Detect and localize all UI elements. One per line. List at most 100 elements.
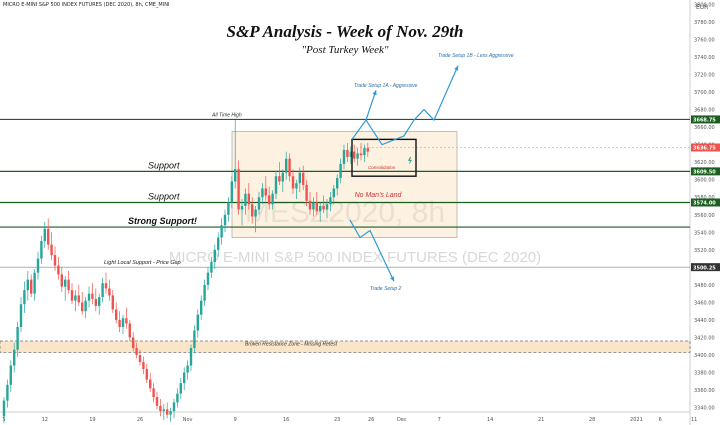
y-tick-label: 3460.00 <box>694 300 715 306</box>
candle-body <box>359 153 363 156</box>
symbol-header: MICRO E-MINI S&P 500 INDEX FUTURES (DEC … <box>3 2 170 8</box>
price-label-bg <box>691 115 720 124</box>
candle-body <box>295 183 298 189</box>
setup-1b-label: Trade Setup 1B - Less Aggressive <box>438 53 514 59</box>
x-tick-label: 16 <box>283 417 289 423</box>
candle-body <box>366 148 369 152</box>
candle-body <box>196 314 199 331</box>
candle-body <box>220 225 223 238</box>
y-tick-label: 3540.00 <box>694 230 715 236</box>
y-tick-label: 3760.00 <box>694 37 715 43</box>
candle-body <box>60 274 63 287</box>
candle-body <box>336 177 339 189</box>
candle-body <box>223 214 227 226</box>
y-tick-label: 3360.00 <box>694 388 715 394</box>
y-tick-label: 3400.00 <box>694 353 715 359</box>
y-tick-label: 3680.00 <box>694 108 715 114</box>
candle-body <box>315 202 318 212</box>
x-tick-label: 14 <box>487 417 493 423</box>
y-tick-label: 3440.00 <box>694 318 715 324</box>
y-tick-label: 3700.00 <box>694 90 715 96</box>
candle-body <box>298 172 301 184</box>
x-tick-label: 2021 <box>630 417 643 423</box>
price-label: 3636.75 <box>693 146 716 152</box>
candle-body <box>356 153 359 159</box>
candle-body <box>135 348 138 356</box>
candle-body <box>159 405 162 412</box>
candle-body <box>257 197 261 210</box>
x-tick-label: 23 <box>334 417 340 423</box>
candle-body <box>244 193 247 206</box>
candle-body <box>251 204 254 217</box>
candle-body <box>285 158 288 173</box>
broken-resistance-zone <box>0 340 691 353</box>
candle-body <box>325 204 329 210</box>
candle-body <box>145 369 148 380</box>
candle-body <box>176 393 179 403</box>
candle-body <box>132 337 135 349</box>
candle-body <box>138 355 142 363</box>
setup-1b-arrow <box>365 65 459 146</box>
candle-body <box>183 372 186 384</box>
consolidation-label: Consolidation <box>368 165 396 170</box>
candle-body <box>172 402 176 412</box>
candle-body <box>217 237 220 250</box>
y-tick-label: 3380.00 <box>694 371 715 377</box>
x-tick-label: 12 <box>42 417 48 423</box>
y-tick-label: 3800.00 <box>694 2 715 8</box>
candle-body <box>81 302 84 312</box>
candle-body <box>149 379 152 389</box>
candle-body <box>128 323 131 338</box>
candle-body <box>346 149 349 157</box>
setup-2-arrow-head <box>390 276 395 282</box>
candle-body <box>200 300 203 315</box>
candle-body <box>98 297 101 306</box>
candle-body <box>332 188 335 198</box>
level-text: Light Local Support - Price Gap <box>104 260 181 266</box>
candle-body <box>152 388 155 398</box>
candle-body <box>43 228 46 242</box>
price-label-bg <box>691 198 720 207</box>
candle-body <box>227 202 230 215</box>
candle-body <box>274 176 278 194</box>
candle-body <box>70 290 74 301</box>
candle-body <box>26 279 29 291</box>
candle-body <box>118 319 121 327</box>
candle-body <box>30 279 33 294</box>
candle-body <box>213 249 216 263</box>
setup-1b-arrow-head <box>454 65 459 71</box>
setup-2-arrow <box>349 219 395 282</box>
candle-body <box>189 348 193 366</box>
candle-body <box>23 290 26 305</box>
candle-body <box>261 188 264 198</box>
candle-body <box>302 172 305 185</box>
y-tick-label: 3740.00 <box>694 55 715 61</box>
x-tick-label: 7 <box>438 417 441 423</box>
candle-body <box>19 304 23 327</box>
candle-body <box>247 193 250 205</box>
candle-body <box>230 181 233 203</box>
candle-body <box>40 241 43 259</box>
candle-body <box>240 206 244 210</box>
candle-body <box>268 195 271 205</box>
candle-body <box>319 206 322 212</box>
setup-1a-label: Trade Setup 1A - Aggressive <box>354 83 418 89</box>
candle-body <box>155 397 159 406</box>
price-label-bg <box>691 167 720 176</box>
price-label: 3500.25 <box>693 265 716 271</box>
candle-body <box>349 151 352 157</box>
candle-body <box>33 272 36 294</box>
candle-body <box>206 272 210 285</box>
watermark-name: MICRO E-MINI S&P 500 INDEX FUTURES (DEC … <box>169 249 541 266</box>
candle-body <box>53 255 57 266</box>
x-tick-label: 6 <box>659 417 662 423</box>
candle-body <box>339 163 342 178</box>
candle-body <box>50 244 53 256</box>
candle-body <box>254 209 257 217</box>
candle-body <box>322 206 325 210</box>
chart-subtitle: "Post Turkey Week" <box>301 44 389 56</box>
candle-body <box>237 169 240 210</box>
candle-body <box>142 362 145 370</box>
no-mans-land-box <box>231 131 458 238</box>
